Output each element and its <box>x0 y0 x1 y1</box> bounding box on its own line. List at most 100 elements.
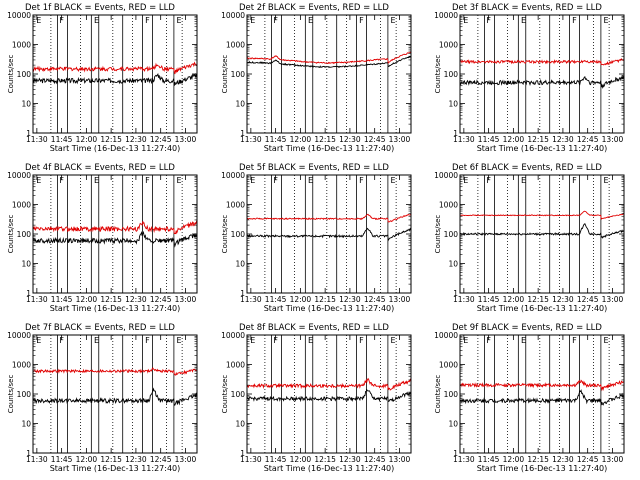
x-tick-label: 12:15 <box>314 455 336 464</box>
x-tick-label: 12:00 <box>76 295 98 304</box>
x-tick-label: 13:00 <box>389 135 411 144</box>
marker-letter: F <box>145 336 150 345</box>
y-tick-label: 1000 <box>226 41 245 50</box>
y-axis-label: Counts/sec <box>434 55 442 94</box>
marker-letter: F <box>486 16 491 25</box>
x-tick-label: 11:30 <box>26 455 48 464</box>
x-tick-label: 12:15 <box>100 295 122 304</box>
series-events-line <box>459 74 625 89</box>
x-axis-label: Start Time (16-Dec-13 11:27:40) <box>477 304 608 313</box>
x-tick-label: 12:00 <box>290 135 312 144</box>
panel-title: Det 8f BLACK = Events, RED = LLD <box>239 323 389 333</box>
x-tick-label: 13:00 <box>175 135 197 144</box>
marker-letter: E <box>36 176 41 185</box>
series-lld-line <box>459 379 625 392</box>
y-tick-label: 100 <box>17 230 32 239</box>
panel-title: Det 1f BLACK = Events, RED = LLD <box>25 3 175 13</box>
marker-letter: E <box>604 336 609 345</box>
x-tick-label: 12:00 <box>503 295 525 304</box>
series-events-line <box>459 389 625 406</box>
x-tick-label: 12:00 <box>76 135 98 144</box>
marker-letter: F <box>145 16 150 25</box>
x-axis-label: Start Time (16-Dec-13 11:27:40) <box>50 464 181 473</box>
y-axis-label: Counts/sec <box>7 375 15 414</box>
x-tick-label: 12:45 <box>577 295 599 304</box>
y-tick-label: 10000 <box>434 11 458 20</box>
x-tick-label: 13:00 <box>602 295 624 304</box>
y-tick-label: 1 <box>26 129 31 138</box>
marker-letter: F <box>273 176 278 185</box>
marker-letter: E <box>177 176 182 185</box>
marker-letter: E <box>308 16 313 25</box>
marker-letter: F <box>572 336 577 345</box>
marker-letter: F <box>572 176 577 185</box>
x-tick-label: 12:15 <box>527 135 549 144</box>
marker-letter: F <box>359 336 364 345</box>
x-tick-label: 11:30 <box>26 135 48 144</box>
x-tick-label: 12:15 <box>314 135 336 144</box>
series-lld-line <box>246 213 412 223</box>
y-axis-label: Counts/sec <box>7 215 15 254</box>
y-tick-label: 1 <box>453 289 458 298</box>
marker-letter: F <box>359 176 364 185</box>
y-tick-label: 10000 <box>7 171 31 180</box>
y-tick-label: 1 <box>26 289 31 298</box>
x-tick-label: 13:00 <box>389 295 411 304</box>
marker-letter: F <box>59 336 64 345</box>
marker-letter: E <box>250 176 255 185</box>
marker-letter: E <box>250 16 255 25</box>
x-tick-label: 11:45 <box>478 135 500 144</box>
marker-letter: F <box>486 176 491 185</box>
series-lld-line <box>459 58 625 66</box>
x-tick-label: 12:00 <box>76 455 98 464</box>
panel-title: Det 6f BLACK = Events, RED = LLD <box>452 163 602 173</box>
marker-letter: F <box>59 176 64 185</box>
x-tick-label: 12:45 <box>364 135 386 144</box>
x-tick-label: 11:30 <box>453 455 475 464</box>
y-tick-label: 10 <box>448 420 458 429</box>
x-tick-label: 12:15 <box>314 295 336 304</box>
x-tick-label: 11:45 <box>478 455 500 464</box>
x-axis-label: Start Time (16-Dec-13 11:27:40) <box>477 144 608 153</box>
x-axis-label: Start Time (16-Dec-13 11:27:40) <box>264 464 395 473</box>
marker-letter: F <box>273 336 278 345</box>
y-tick-label: 10 <box>235 260 245 269</box>
y-tick-label: 1000 <box>12 361 31 370</box>
y-tick-label: 1000 <box>439 361 458 370</box>
y-tick-label: 10 <box>21 100 31 109</box>
marker-letter: E <box>177 336 182 345</box>
series-events-line <box>459 223 625 239</box>
y-axis-label: Counts/sec <box>434 375 442 414</box>
y-tick-label: 10000 <box>434 331 458 340</box>
marker-letter: E <box>36 336 41 345</box>
marker-letter: E <box>463 16 468 25</box>
panel-title: Det 4f BLACK = Events, RED = LLD <box>25 163 175 173</box>
y-tick-label: 1 <box>240 449 245 458</box>
y-tick-label: 10000 <box>434 171 458 180</box>
y-tick-label: 10 <box>21 260 31 269</box>
y-tick-label: 100 <box>231 230 246 239</box>
marker-letter: E <box>94 16 99 25</box>
x-tick-label: 12:30 <box>339 295 361 304</box>
x-tick-label: 12:30 <box>125 295 147 304</box>
marker-letter: E <box>463 336 468 345</box>
y-tick-label: 10000 <box>221 11 245 20</box>
y-axis-label: Counts/sec <box>221 375 229 414</box>
x-tick-label: 12:15 <box>527 455 549 464</box>
y-tick-label: 1 <box>453 129 458 138</box>
y-tick-label: 1000 <box>12 41 31 50</box>
y-tick-label: 10 <box>21 420 31 429</box>
x-tick-label: 12:45 <box>150 455 172 464</box>
x-tick-label: 12:15 <box>100 455 122 464</box>
y-tick-label: 100 <box>231 70 246 79</box>
x-tick-label: 11:30 <box>240 135 262 144</box>
y-axis-label: Counts/sec <box>221 215 229 254</box>
series-lld-line <box>32 367 198 376</box>
panel-title: Det 3f BLACK = Events, RED = LLD <box>452 3 602 13</box>
series-lld-line <box>32 61 198 75</box>
panel-title: Det 2f BLACK = Events, RED = LLD <box>239 3 389 13</box>
series-lld-line <box>32 220 198 235</box>
marker-letter: E <box>391 176 396 185</box>
